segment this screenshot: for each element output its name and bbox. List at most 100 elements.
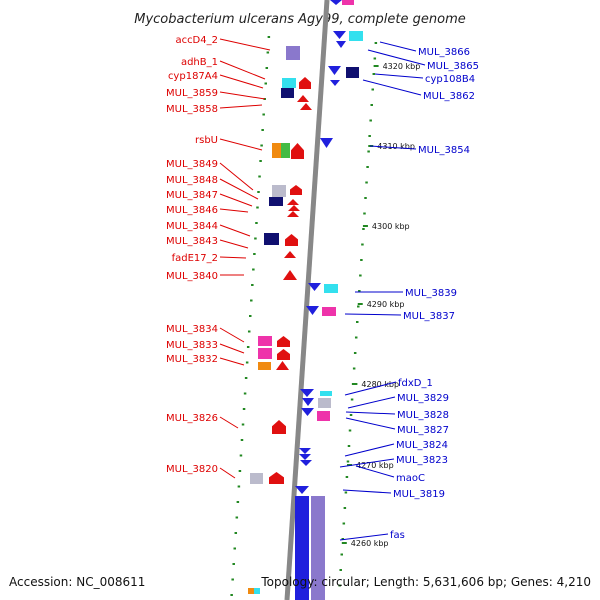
right-gene-label: MUL_3828	[397, 410, 449, 421]
left-gene-label: MUL_3820	[166, 464, 218, 475]
inner-ring-dot	[233, 547, 236, 550]
left-label-leader-line	[219, 178, 259, 200]
right-label-leader-line	[374, 73, 424, 79]
right-gene-label: MUL_3824	[396, 440, 448, 451]
gene-box	[346, 67, 359, 78]
inner-ring-dot	[249, 315, 252, 317]
scale-tick-mark	[352, 383, 358, 385]
inner-ring-dot	[252, 268, 255, 271]
scale-tick-label: 4300 kbp	[372, 222, 410, 231]
left-label-leader-line	[219, 416, 239, 429]
outer-ring-dot	[357, 305, 360, 308]
reverse-gene-triangle	[299, 454, 311, 460]
inner-ring-dot	[243, 392, 247, 395]
forward-gene-triangle	[300, 103, 312, 110]
right-label-leader-line	[339, 533, 389, 541]
inner-ring-dot	[260, 144, 263, 147]
gene-box	[272, 143, 281, 158]
inner-ring-dot	[259, 160, 262, 162]
reverse-gene-triangle	[328, 66, 341, 75]
reverse-gene-triangle	[302, 398, 314, 406]
outer-ring-dot	[358, 290, 361, 292]
left-gene-label: MUL_3859	[166, 88, 218, 99]
scale-tick-label: 4320 kbp	[383, 62, 421, 71]
right-label-leader-line	[379, 41, 417, 52]
inner-ring-dot	[235, 516, 239, 519]
right-label-leader-line	[355, 465, 395, 478]
outer-ring-dot	[342, 522, 346, 525]
accession-text: Accession: NC_008611	[9, 575, 145, 589]
left-label-leader-line	[219, 104, 263, 109]
inner-ring-dot	[265, 67, 269, 69]
left-label-leader-line	[219, 193, 253, 207]
inner-ring-dot	[239, 454, 243, 457]
outer-ring-dot	[349, 414, 353, 416]
gene-box	[258, 336, 272, 346]
right-gene-label: MUL_3837	[403, 311, 455, 322]
outer-ring-dot	[365, 181, 368, 184]
outer-ring-dot	[356, 321, 359, 323]
left-gene-label: MUL_3849	[166, 159, 218, 170]
left-gene-label: rsbU	[195, 135, 218, 146]
right-label-leader-line	[362, 79, 422, 96]
outer-ring-dot	[372, 73, 376, 75]
outer-ring-dot	[370, 104, 373, 106]
gene-box	[324, 284, 338, 293]
gene-box	[281, 88, 294, 98]
outer-ring-dot	[364, 197, 367, 199]
inner-ring-dot	[238, 470, 242, 472]
scale-tick-label: 4280 kbp	[361, 380, 399, 389]
scale-tick-label: 4270 kbp	[356, 461, 394, 470]
left-label-leader-line	[219, 343, 245, 354]
right-label-leader-line	[342, 489, 392, 494]
inner-ring-dot	[234, 532, 238, 534]
inner-ring-dot	[242, 408, 246, 410]
forward-gene-arrow	[269, 472, 284, 484]
outer-ring-dot	[344, 491, 348, 494]
outer-ring-dot	[362, 228, 365, 230]
outer-ring-dot	[341, 538, 345, 540]
inner-ring-dot	[245, 361, 249, 364]
left-gene-label: fadE17_2	[172, 253, 218, 264]
right-gene-labels: MUL_3866 MUL_3865 cyp108B4 MUL_3862 MUL_3854…	[339, 41, 479, 541]
inner-ring-dot	[236, 501, 240, 503]
inner-ring-dot	[266, 51, 270, 54]
outer-ring-dot	[373, 57, 377, 60]
right-label-leader-line	[339, 458, 395, 468]
left-label-leader-line	[219, 91, 266, 100]
reverse-gene-triangle	[306, 306, 319, 315]
outer-ring-dot	[367, 150, 370, 153]
left-gene-label: MUL_3826	[166, 413, 218, 424]
outer-ring-dot	[368, 135, 371, 137]
right-gene-label: fdxD_1	[398, 378, 433, 389]
right-gene-label: MUL_3854	[418, 145, 470, 156]
left-gene-label: MUL_3848	[166, 175, 218, 186]
right-label-leader-line	[345, 417, 396, 430]
left-label-leader-line	[219, 357, 245, 366]
scale-tick-label: 4290 kbp	[367, 300, 405, 309]
outer-ring-dot	[352, 367, 356, 370]
gene-box	[254, 588, 260, 594]
outer-ring-dot	[340, 553, 343, 556]
inner-ring-dot	[256, 206, 259, 209]
forward-gene-triangle	[287, 211, 299, 217]
forward-gene-arrow	[290, 185, 302, 195]
gene-box	[248, 588, 254, 594]
map-title: Mycobacterium ulcerans Agy99, complete g…	[134, 12, 466, 27]
left-label-leader-line	[219, 224, 251, 237]
reverse-gene-triangle	[336, 41, 346, 48]
left-label-leader-line	[219, 256, 247, 259]
outer-ring-dot	[354, 336, 358, 339]
gene-box	[317, 411, 330, 421]
right-gene-label: MUL_3827	[397, 425, 449, 436]
reverse-gene-triangle	[330, 0, 342, 5]
left-gene-label: MUL_3847	[166, 190, 218, 201]
forward-gene-triangle	[284, 251, 296, 258]
scale-tick-mark	[357, 303, 363, 305]
reverse-gene-triangle	[308, 283, 321, 291]
inner-ring-dot	[231, 578, 234, 581]
forward-gene-triangle	[297, 95, 309, 102]
gene-box	[320, 391, 332, 396]
outer-ring-dot	[371, 88, 374, 91]
